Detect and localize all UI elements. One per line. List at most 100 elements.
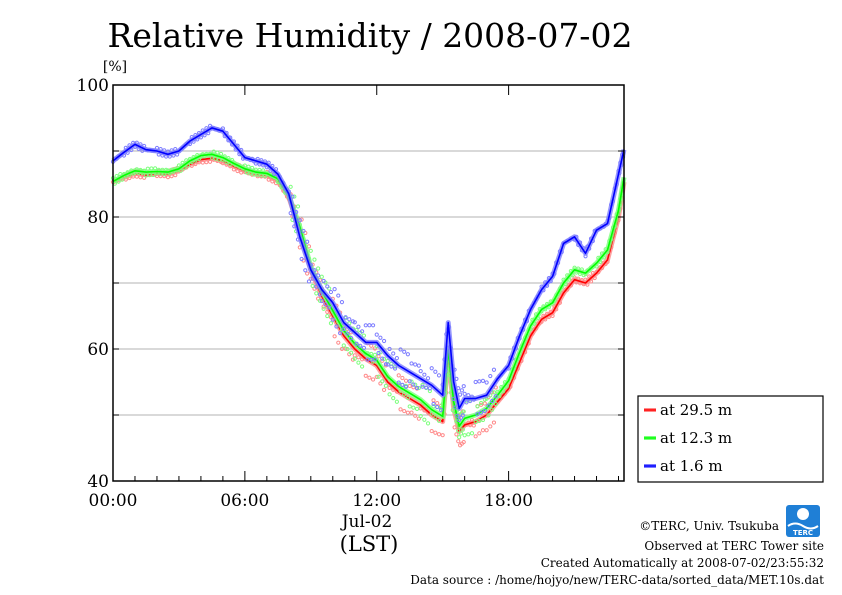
data-point	[316, 266, 321, 271]
data-point	[383, 362, 388, 367]
data-point	[376, 350, 381, 356]
data-point	[303, 268, 308, 273]
data-point	[416, 363, 421, 368]
data-point	[363, 373, 368, 378]
data-point	[321, 306, 326, 311]
data-point	[341, 343, 346, 348]
legend-label: at 29.5 m	[660, 401, 732, 419]
logo-wave-icon	[787, 522, 819, 530]
data-point	[469, 431, 475, 436]
data-point	[436, 432, 442, 437]
data-point	[479, 402, 484, 407]
data-point	[431, 401, 436, 407]
data-point	[480, 417, 486, 423]
data-point	[440, 433, 445, 438]
data-point	[484, 428, 489, 433]
data-point	[491, 367, 497, 372]
data-point	[480, 378, 486, 383]
data-point	[376, 354, 381, 359]
data-point	[338, 331, 343, 336]
data-point	[394, 356, 399, 361]
data-point	[491, 420, 497, 425]
copyright-text: ©TERC, Univ. Tsukuba	[639, 519, 779, 533]
series-at-1-6-m	[110, 123, 627, 423]
data-point	[392, 366, 398, 371]
y-tick-label: 100	[77, 76, 109, 96]
data-point	[486, 413, 491, 418]
data-point	[380, 379, 385, 384]
data-point	[391, 351, 396, 356]
data-point	[490, 398, 495, 404]
data-point	[361, 345, 367, 350]
data-point	[479, 400, 484, 406]
series-at-12-3-m	[110, 149, 627, 440]
x-tick-label: 06:00	[220, 491, 269, 511]
data-point	[436, 418, 442, 423]
data-point	[473, 379, 478, 385]
data-point	[306, 279, 312, 284]
data-point	[473, 434, 478, 439]
logo-text: TERC	[793, 529, 813, 537]
data-point	[354, 341, 359, 346]
data-point	[407, 383, 412, 389]
data-point	[380, 356, 385, 361]
data-point	[405, 410, 410, 415]
data-point	[352, 320, 357, 325]
data-point	[436, 373, 442, 378]
data-point	[349, 336, 354, 341]
legend-box	[637, 395, 824, 483]
data-point	[352, 353, 357, 358]
data-point	[459, 388, 465, 393]
data-point	[343, 346, 348, 351]
data-point	[319, 298, 324, 304]
data-point	[325, 284, 330, 289]
data-point	[339, 300, 345, 305]
data-point	[418, 413, 423, 419]
data-point	[336, 340, 341, 345]
data-point	[413, 413, 418, 418]
data-point	[367, 323, 372, 328]
data-point	[341, 326, 346, 332]
data-point	[345, 347, 350, 352]
data-point	[308, 248, 313, 253]
data-point	[414, 406, 420, 411]
data-point	[396, 373, 401, 378]
data-point	[460, 413, 465, 418]
data-point	[402, 408, 407, 414]
data-point	[288, 184, 293, 189]
series-line	[112, 157, 625, 433]
data-point	[433, 415, 438, 420]
data-point	[361, 333, 367, 338]
data-point	[435, 404, 440, 410]
data-point	[370, 377, 376, 382]
data-point	[416, 385, 421, 391]
chart-title: Relative Humidity / 2008-07-02	[108, 16, 633, 55]
data-point	[479, 410, 484, 415]
series-band	[112, 155, 627, 434]
data-point	[422, 417, 427, 422]
grid-lines	[113, 150, 624, 416]
x-axis-label: (LST)	[340, 532, 399, 556]
data-point	[349, 350, 354, 355]
axis-ticks: 40 60 80 100 00:00 06:00 12:00 18:00	[77, 76, 624, 511]
data-point	[305, 271, 310, 276]
data-point	[345, 331, 350, 336]
data-point	[332, 286, 337, 292]
data-point	[389, 364, 394, 369]
data-point	[493, 394, 498, 399]
logo-drop-icon	[797, 508, 809, 520]
data-point	[418, 369, 423, 374]
data-point	[325, 313, 330, 319]
data-point	[387, 346, 392, 352]
data-point	[370, 323, 376, 328]
data-point	[330, 317, 335, 322]
data-point	[431, 398, 436, 403]
data-point	[332, 334, 337, 339]
data-point	[343, 315, 348, 320]
data-point	[457, 435, 462, 440]
data-point	[295, 204, 301, 209]
data-point	[425, 376, 431, 381]
data-point	[328, 321, 334, 326]
data-point	[310, 283, 315, 289]
